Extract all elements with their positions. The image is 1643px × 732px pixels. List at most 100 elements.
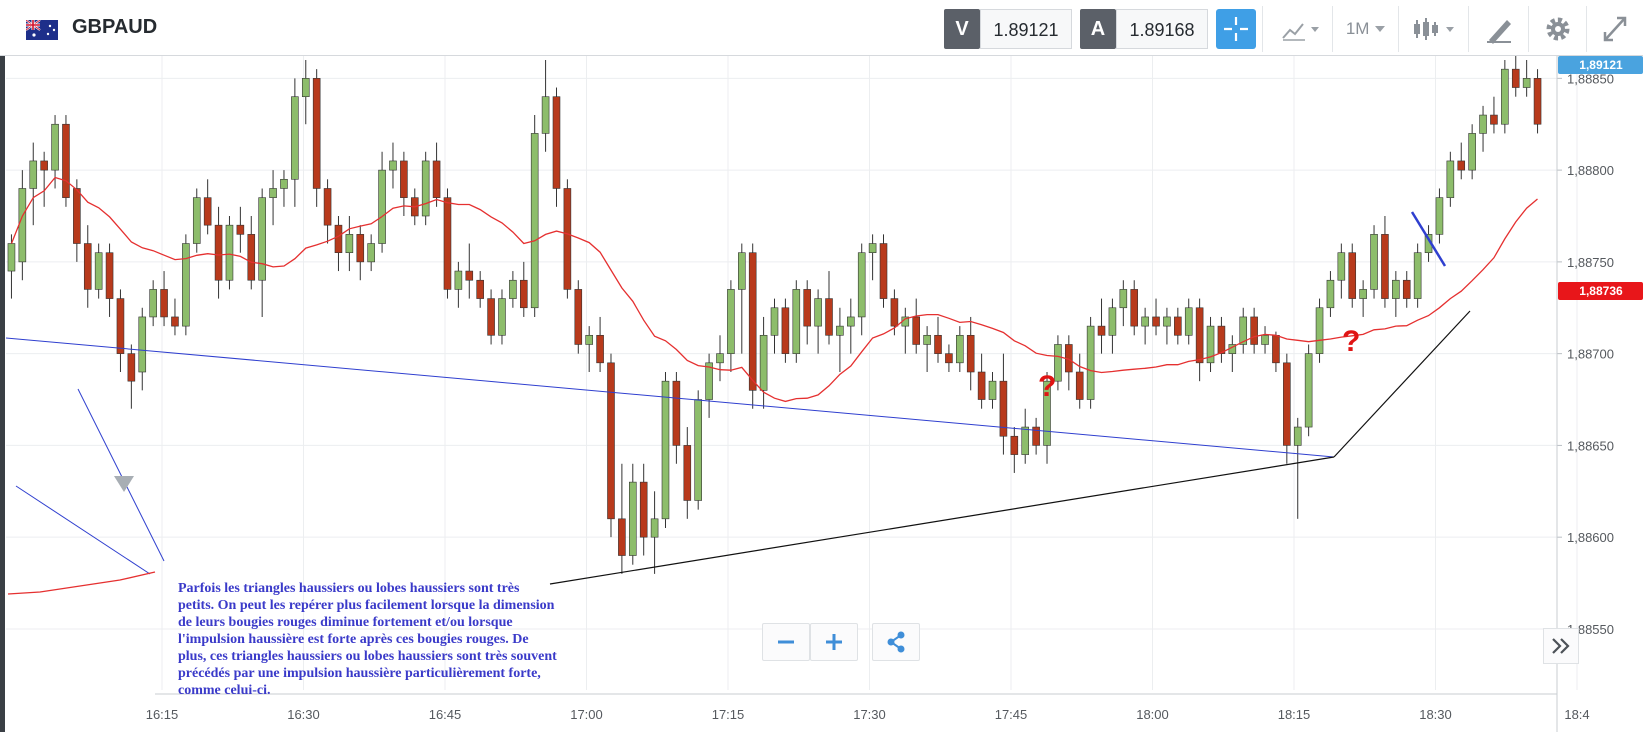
bearish-candle (236, 224, 245, 235)
scroll-to-latest-button[interactable] (1543, 628, 1579, 664)
bearish-candle (105, 252, 114, 299)
chart-toolbar: GBPAUD V 1.89121 A 1.89168 1M (0, 0, 1643, 56)
bearish-candle (247, 234, 256, 281)
triangle-upper-line (77, 388, 165, 562)
y-tick-label: 1,88750 (1567, 255, 1614, 270)
bullish-candle (149, 289, 157, 318)
y-tick-label: 1,88800 (1567, 163, 1614, 178)
drawing-tools-button[interactable] (1474, 6, 1524, 52)
double-chevron-right-icon (1552, 638, 1570, 654)
bearish-candle (127, 353, 136, 382)
share-button[interactable] (872, 623, 920, 661)
bearish-candle (323, 188, 332, 226)
bullish-candle (18, 188, 27, 263)
fullscreen-button[interactable] (1592, 6, 1638, 52)
sell-label[interactable]: V (944, 9, 980, 49)
bullish-candle (378, 169, 386, 244)
bullish-candle (291, 96, 299, 180)
bullish-candle (1359, 289, 1367, 299)
candlestick-button[interactable] (1404, 6, 1464, 52)
bearish-candle (1511, 68, 1520, 88)
candles-layer (7, 56, 1542, 574)
line-chart-icon (1282, 23, 1319, 41)
bullish-candle (988, 380, 997, 400)
blue-trendline (5, 337, 1335, 458)
zoom-out-button[interactable] (762, 623, 810, 661)
bullish-candle (1163, 316, 1171, 327)
bullish-candle (1054, 344, 1062, 382)
bullish-candle (1435, 197, 1444, 235)
bullish-candle (182, 243, 190, 327)
bearish-candle (1490, 114, 1498, 125)
buy-price[interactable]: 1.89168 (1116, 9, 1208, 49)
bearish-candle (432, 160, 441, 198)
bullish-candle (759, 334, 768, 391)
bearish-candle (83, 243, 92, 290)
price-chart[interactable]: ?? 1,888501,888001,887501,887001,886501,… (0, 56, 1643, 732)
x-tick-label: 17:15 (712, 707, 745, 722)
bullish-candle (530, 133, 539, 309)
bullish-candle (280, 178, 288, 189)
bullish-candle (1315, 307, 1324, 354)
bullish-candle (1304, 353, 1313, 428)
bearish-candle (1010, 435, 1019, 455)
bearish-candle (312, 78, 321, 189)
bullish-candle (1206, 325, 1215, 364)
bullish-candle (7, 243, 16, 272)
bullish-candle (1021, 426, 1030, 455)
expand-arrows-icon (1603, 16, 1627, 42)
bullish-candle (541, 96, 550, 134)
triangle-lower-line (15, 485, 151, 575)
gear-icon (1546, 17, 1570, 41)
bullish-candle (847, 316, 855, 327)
settings-button[interactable] (1534, 6, 1582, 52)
bearish-candle (1402, 279, 1411, 299)
bearish-candle (1283, 362, 1291, 446)
bullish-candle (138, 316, 147, 373)
buy-label[interactable]: A (1080, 9, 1116, 49)
time-axis: 16:15 16:30 16:45 17:00 17:15 17:30 17:45 18:00… (146, 693, 1590, 722)
bearish-candle (203, 197, 212, 226)
ma-price-tag-bg (1558, 282, 1643, 300)
crosshair-button[interactable] (1216, 9, 1256, 49)
crosshair-icon (1224, 17, 1248, 41)
x-tick-label: 18:00 (1136, 707, 1169, 722)
bullish-candle (857, 252, 866, 318)
bearish-candle (171, 316, 179, 327)
bearish-candle (825, 298, 833, 336)
x-tick-label: 18:30 (1419, 707, 1452, 722)
bearish-candle (1348, 252, 1357, 299)
bullish-candle (923, 334, 931, 345)
bearish-candle (1174, 316, 1182, 336)
bullish-candle (1446, 160, 1455, 198)
bearish-candle (476, 279, 484, 299)
bearish-candle (934, 334, 942, 354)
bullish-candle (498, 298, 506, 336)
current-price-tag-bg (1558, 56, 1643, 74)
bullish-candle (1119, 289, 1128, 309)
timeframe-dropdown[interactable]: 1M (1338, 6, 1394, 52)
bullish-candle (345, 234, 354, 254)
x-tick-label: 16:45 (429, 707, 462, 722)
bearish-candle (62, 123, 70, 198)
bullish-candle (1239, 316, 1248, 345)
bearish-candle (879, 243, 888, 299)
bullish-candle (956, 334, 964, 364)
bullish-candle (661, 380, 670, 520)
bullish-candle (1141, 316, 1149, 327)
sell-price[interactable]: 1.89121 (980, 9, 1072, 49)
bearish-candle (748, 252, 757, 391)
timeframe-label: 1M (1345, 19, 1370, 38)
chart-type-button[interactable] (1272, 6, 1328, 52)
x-tick-label: 16:30 (287, 707, 320, 722)
bullish-candle (51, 123, 59, 171)
bullish-candle (225, 224, 234, 281)
bullish-candle (192, 197, 201, 244)
window-left-edge (0, 0, 5, 732)
toolbar-divider (1398, 6, 1399, 52)
bearish-candle (672, 380, 681, 446)
zoom-in-button[interactable] (810, 623, 858, 661)
bullish-candle (1522, 78, 1531, 88)
ma-price-label: 1,88736 (1579, 284, 1623, 298)
bearish-candle (1195, 307, 1204, 364)
